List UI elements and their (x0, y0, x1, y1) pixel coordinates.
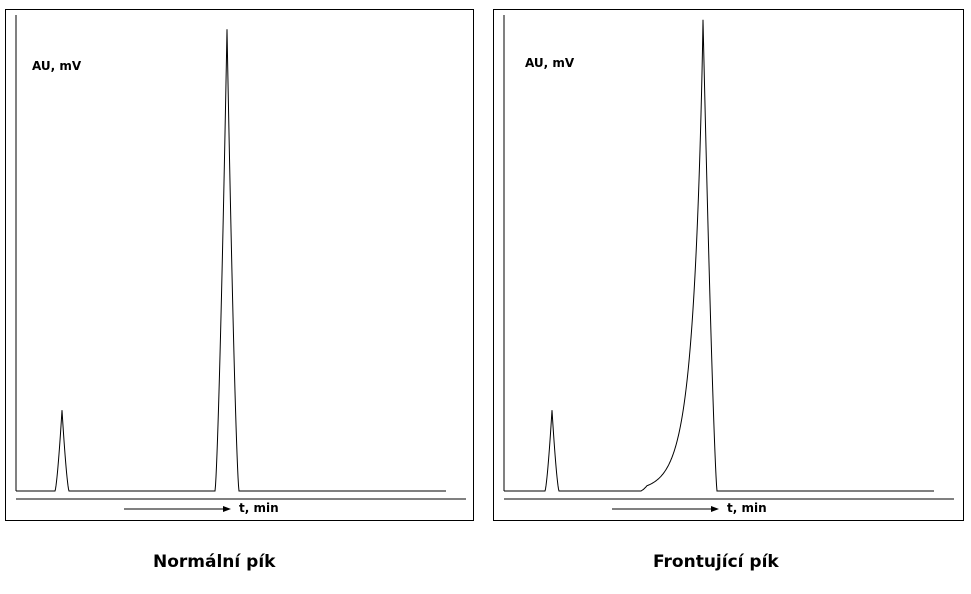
caption-normal-peak: Normální pík (153, 552, 276, 572)
y-axis-label: AU, mV (525, 56, 575, 70)
chromatogram-plot-fronting (503, 15, 954, 512)
chromatogram-panel-fronting: AU, mV t, min (493, 9, 964, 521)
y-axis-label: AU, mV (32, 59, 82, 73)
caption-fronting-peak: Frontující pík (653, 552, 779, 572)
x-axis-label: t, min (727, 501, 767, 515)
time-arrow-head (223, 506, 231, 512)
chromatogram-panel-normal: AU, mV t, min (5, 9, 474, 521)
chromatogram-trace (16, 29, 446, 492)
chromatogram-plot-normal (15, 15, 466, 512)
chromatogram-trace (504, 19, 934, 492)
x-axis-label: t, min (239, 501, 279, 515)
time-arrow-head (711, 506, 719, 512)
